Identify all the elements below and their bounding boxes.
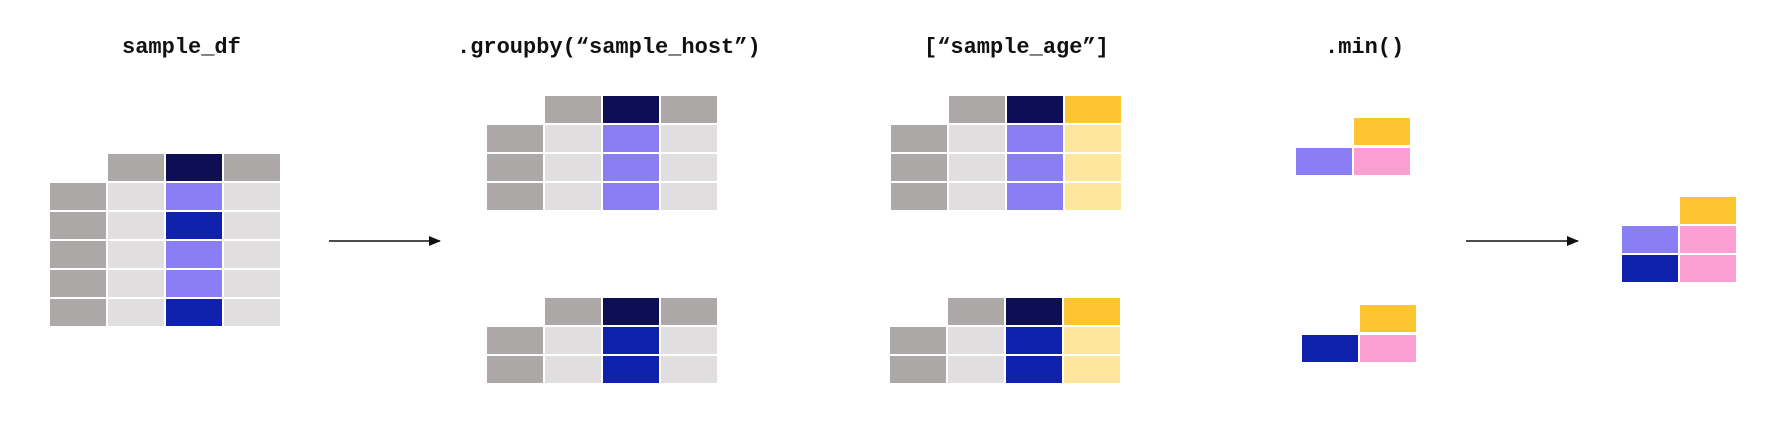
grouped-a-data-cell xyxy=(661,125,717,152)
grouped-b-header-cell xyxy=(661,298,717,325)
selected-a-header-cell xyxy=(949,96,1005,123)
selected-b-header-age xyxy=(1064,298,1120,325)
grouped-a-header-host xyxy=(603,96,659,123)
source-index-cell xyxy=(50,241,106,268)
grouped-b-host-cell xyxy=(603,356,659,383)
source-header-cell xyxy=(108,154,164,181)
source-host-cell xyxy=(166,212,222,239)
title-select-column: [“sample_age”] xyxy=(924,35,1109,60)
title-sample-df: sample_df xyxy=(122,35,241,60)
grouped-a-host-cell xyxy=(603,183,659,210)
selected-a-age-cell xyxy=(1065,183,1121,210)
grouped-b-index-cell xyxy=(487,327,543,354)
source-data-cell xyxy=(224,212,280,239)
source-data-cell xyxy=(224,241,280,268)
min-b-index xyxy=(1302,335,1358,362)
min-b-header xyxy=(1360,305,1416,332)
selected-a-index-cell xyxy=(891,154,947,181)
grouped-a-data-cell xyxy=(661,154,717,181)
min-b-value xyxy=(1360,335,1416,362)
source-data-cell xyxy=(108,270,164,297)
result-index-a xyxy=(1622,226,1678,253)
grouped-a-index-cell xyxy=(487,183,543,210)
selected-a-host-cell xyxy=(1007,154,1063,181)
title-min: .min() xyxy=(1325,35,1405,60)
selected-a-data-cell xyxy=(949,125,1005,152)
grouped-a-host-cell xyxy=(603,125,659,152)
source-index-cell xyxy=(50,212,106,239)
selected-b-header-host xyxy=(1006,298,1062,325)
selected-b-age-cell xyxy=(1064,356,1120,383)
grouped-a-data-cell xyxy=(545,154,601,181)
source-header-host xyxy=(166,154,222,181)
selected-b-host-cell xyxy=(1006,356,1062,383)
grouped-b-host-cell xyxy=(603,327,659,354)
source-data-cell xyxy=(224,183,280,210)
grouped-a-header-cell xyxy=(545,96,601,123)
source-index-cell xyxy=(50,299,106,326)
grouped-b-header-host xyxy=(603,298,659,325)
source-index-cell xyxy=(50,270,106,297)
grouped-a-data-cell xyxy=(545,125,601,152)
grouped-b-data-cell xyxy=(545,356,601,383)
selected-a-host-cell xyxy=(1007,183,1063,210)
selected-a-header-age xyxy=(1065,96,1121,123)
selected-a-age-cell xyxy=(1065,125,1121,152)
selected-b-age-cell xyxy=(1064,327,1120,354)
grouped-a-index-cell xyxy=(487,125,543,152)
grouped-b-header-cell xyxy=(545,298,601,325)
source-data-cell xyxy=(108,299,164,326)
grouped-a-header-cell xyxy=(661,96,717,123)
selected-b-header-cell xyxy=(948,298,1004,325)
source-data-cell xyxy=(108,241,164,268)
selected-a-index-cell xyxy=(891,125,947,152)
selected-b-data-cell xyxy=(948,356,1004,383)
grouped-b-data-cell xyxy=(661,356,717,383)
selected-a-age-cell xyxy=(1065,154,1121,181)
min-a-header xyxy=(1354,118,1410,145)
title-groupby: .groupby(“sample_host”) xyxy=(457,35,761,60)
source-data-cell xyxy=(108,212,164,239)
source-host-cell xyxy=(166,270,222,297)
selected-b-index-cell xyxy=(890,356,946,383)
source-host-cell xyxy=(166,241,222,268)
grouped-a-index-cell xyxy=(487,154,543,181)
grouped-a-data-cell xyxy=(661,183,717,210)
selected-a-host-cell xyxy=(1007,125,1063,152)
selected-a-index-cell xyxy=(891,183,947,210)
result-value-b xyxy=(1680,255,1736,282)
source-index-cell xyxy=(50,183,106,210)
selected-a-data-cell xyxy=(949,183,1005,210)
grouped-a-host-cell xyxy=(603,154,659,181)
selected-b-index-cell xyxy=(890,327,946,354)
source-data-cell xyxy=(224,299,280,326)
selected-a-header-host xyxy=(1007,96,1063,123)
source-host-cell xyxy=(166,183,222,210)
selected-b-data-cell xyxy=(948,327,1004,354)
result-index-b xyxy=(1622,255,1678,282)
min-a-index xyxy=(1296,148,1352,175)
selected-b-host-cell xyxy=(1006,327,1062,354)
source-header-cell xyxy=(224,154,280,181)
min-a-value xyxy=(1354,148,1410,175)
source-data-cell xyxy=(224,270,280,297)
result-header xyxy=(1680,197,1736,224)
selected-a-data-cell xyxy=(949,154,1005,181)
source-host-cell xyxy=(166,299,222,326)
grouped-b-index-cell xyxy=(487,356,543,383)
grouped-a-data-cell xyxy=(545,183,601,210)
grouped-b-data-cell xyxy=(661,327,717,354)
grouped-b-data-cell xyxy=(545,327,601,354)
result-value-a xyxy=(1680,226,1736,253)
source-data-cell xyxy=(108,183,164,210)
